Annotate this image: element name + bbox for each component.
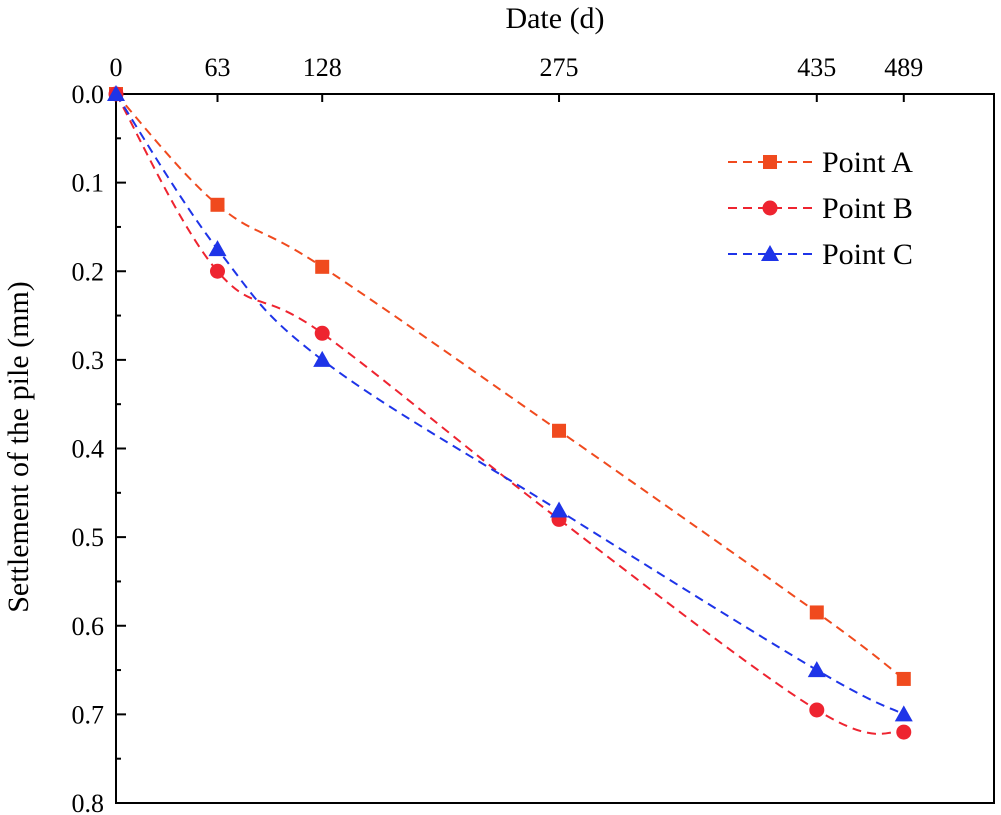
y-tick-label: 0.0 [72, 80, 105, 109]
y-tick-label: 0.7 [72, 700, 105, 729]
y-axis-title: Settlement of the pile (mm) [2, 281, 35, 613]
data-point [209, 263, 225, 279]
x-tick-label: 128 [303, 53, 342, 82]
legend-swatch-marker [763, 155, 777, 169]
data-point [550, 501, 569, 518]
y-tick-label: 0.3 [72, 346, 105, 375]
x-axis-title: Date (d) [505, 2, 604, 35]
data-point [896, 671, 911, 686]
legend-item: Point B [728, 192, 913, 225]
x-tick-label: 63 [204, 53, 230, 82]
data-point [107, 85, 125, 101]
y-tick-label: 0.1 [72, 169, 105, 198]
data-point [896, 724, 912, 740]
data-point [809, 605, 824, 620]
y-tick-label: 0.4 [72, 435, 105, 464]
data-point [210, 197, 225, 212]
data-point [313, 350, 332, 367]
series-point-b [108, 86, 912, 740]
data-point [552, 423, 567, 438]
data-point [315, 259, 330, 274]
legend-item: Point A [728, 146, 913, 179]
x-tick-label: 0 [110, 53, 123, 82]
x-tick-label: 275 [540, 53, 579, 82]
y-tick-label: 0.2 [72, 257, 105, 286]
y-tick-label: 0.8 [72, 789, 105, 815]
data-point [314, 325, 330, 341]
data-point [208, 240, 227, 257]
data-point [894, 705, 913, 722]
y-tick-label: 0.6 [72, 612, 105, 641]
legend-label: Point B [822, 192, 913, 225]
series-line [115, 93, 905, 716]
x-tick-label: 435 [797, 53, 836, 82]
x-tick-label: 489 [884, 53, 923, 82]
legend-label: Point A [822, 146, 913, 179]
data-point [807, 661, 826, 678]
series-line [115, 93, 905, 735]
data-point [809, 702, 825, 718]
legend-swatch-marker [761, 245, 779, 261]
legend-swatch-marker [762, 200, 778, 216]
legend-item: Point C [728, 238, 913, 271]
y-tick-label: 0.5 [72, 523, 105, 552]
series-point-c [107, 85, 913, 722]
legend-label: Point C [822, 238, 913, 271]
series-line [115, 93, 905, 680]
series-point-a [109, 87, 911, 686]
